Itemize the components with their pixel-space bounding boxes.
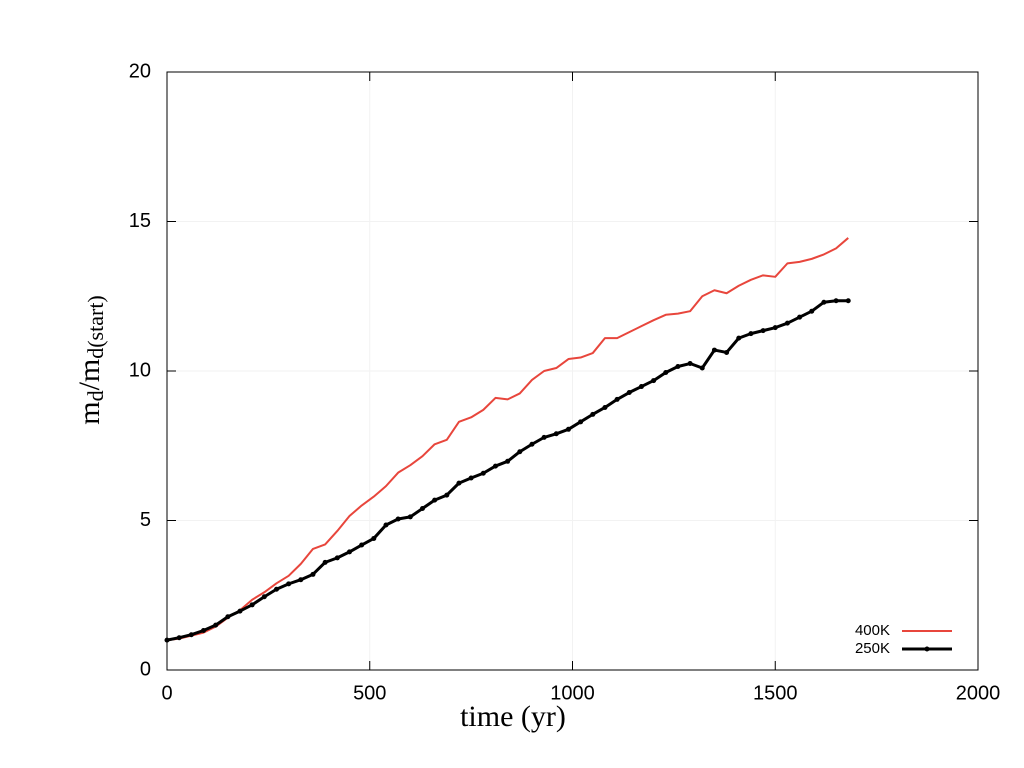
point <box>760 328 766 334</box>
x-tick-label: 1000 <box>550 682 595 704</box>
x-tick-label: 2000 <box>956 682 1001 704</box>
point <box>225 614 231 620</box>
y-tick-label: 15 <box>129 210 151 232</box>
point <box>614 396 620 402</box>
y-tick-label: 20 <box>129 60 151 82</box>
point <box>456 480 462 486</box>
series-line <box>166 237 849 642</box>
point <box>602 404 608 410</box>
legend-label: 250K <box>855 640 890 657</box>
point <box>200 628 206 634</box>
point <box>346 549 352 555</box>
y-label-part: m <box>73 401 106 424</box>
x-tick-label: 1500 <box>753 682 798 704</box>
point <box>711 347 717 353</box>
legend-marker <box>924 646 930 652</box>
point <box>687 361 693 367</box>
legend-label: 400K <box>855 622 890 639</box>
y-label-sub: d <box>83 390 108 401</box>
plot-frame <box>166 71 979 671</box>
point <box>541 434 547 440</box>
point <box>334 555 340 561</box>
y-tick-label: 5 <box>140 509 151 531</box>
point <box>188 632 194 638</box>
point <box>529 441 535 447</box>
y-axis-label: md/md(start) <box>73 295 108 425</box>
point <box>517 449 523 455</box>
point <box>809 308 815 314</box>
point <box>310 571 316 577</box>
point <box>407 514 413 520</box>
point <box>419 506 425 512</box>
x-axis-label: time (yr) <box>460 700 566 733</box>
point <box>638 384 644 390</box>
point <box>663 369 669 375</box>
point <box>699 365 705 371</box>
point <box>578 419 584 425</box>
point <box>286 581 292 587</box>
point <box>322 559 328 565</box>
y-tick-label: 10 <box>129 359 151 381</box>
point <box>249 602 255 608</box>
point <box>176 635 182 641</box>
y-label-part: /m <box>73 359 106 391</box>
point <box>444 492 450 498</box>
point <box>833 298 839 304</box>
point <box>164 637 170 643</box>
point <box>590 411 596 417</box>
point <box>821 299 827 305</box>
point <box>784 320 790 326</box>
point <box>273 586 279 592</box>
point <box>845 298 851 304</box>
point <box>492 463 498 469</box>
point <box>626 390 632 396</box>
y-label-sub: d(start) <box>83 295 108 359</box>
point <box>383 522 389 528</box>
point <box>261 594 267 600</box>
x-tick-label: 0 <box>161 682 172 704</box>
point <box>432 497 438 503</box>
point <box>213 622 219 628</box>
point <box>505 458 511 464</box>
point <box>480 470 486 476</box>
x-tick-label: 500 <box>353 682 386 704</box>
y-tick-label: 0 <box>140 658 151 680</box>
point <box>553 431 559 437</box>
point <box>736 335 742 341</box>
point <box>772 325 778 331</box>
point <box>298 577 304 583</box>
point <box>395 516 401 522</box>
point <box>797 314 803 320</box>
point <box>565 426 571 432</box>
point <box>359 542 365 548</box>
point <box>651 378 657 384</box>
point <box>748 331 754 337</box>
point <box>237 608 243 614</box>
point <box>371 535 377 541</box>
point <box>675 364 681 370</box>
point <box>468 475 474 481</box>
point <box>724 349 730 355</box>
